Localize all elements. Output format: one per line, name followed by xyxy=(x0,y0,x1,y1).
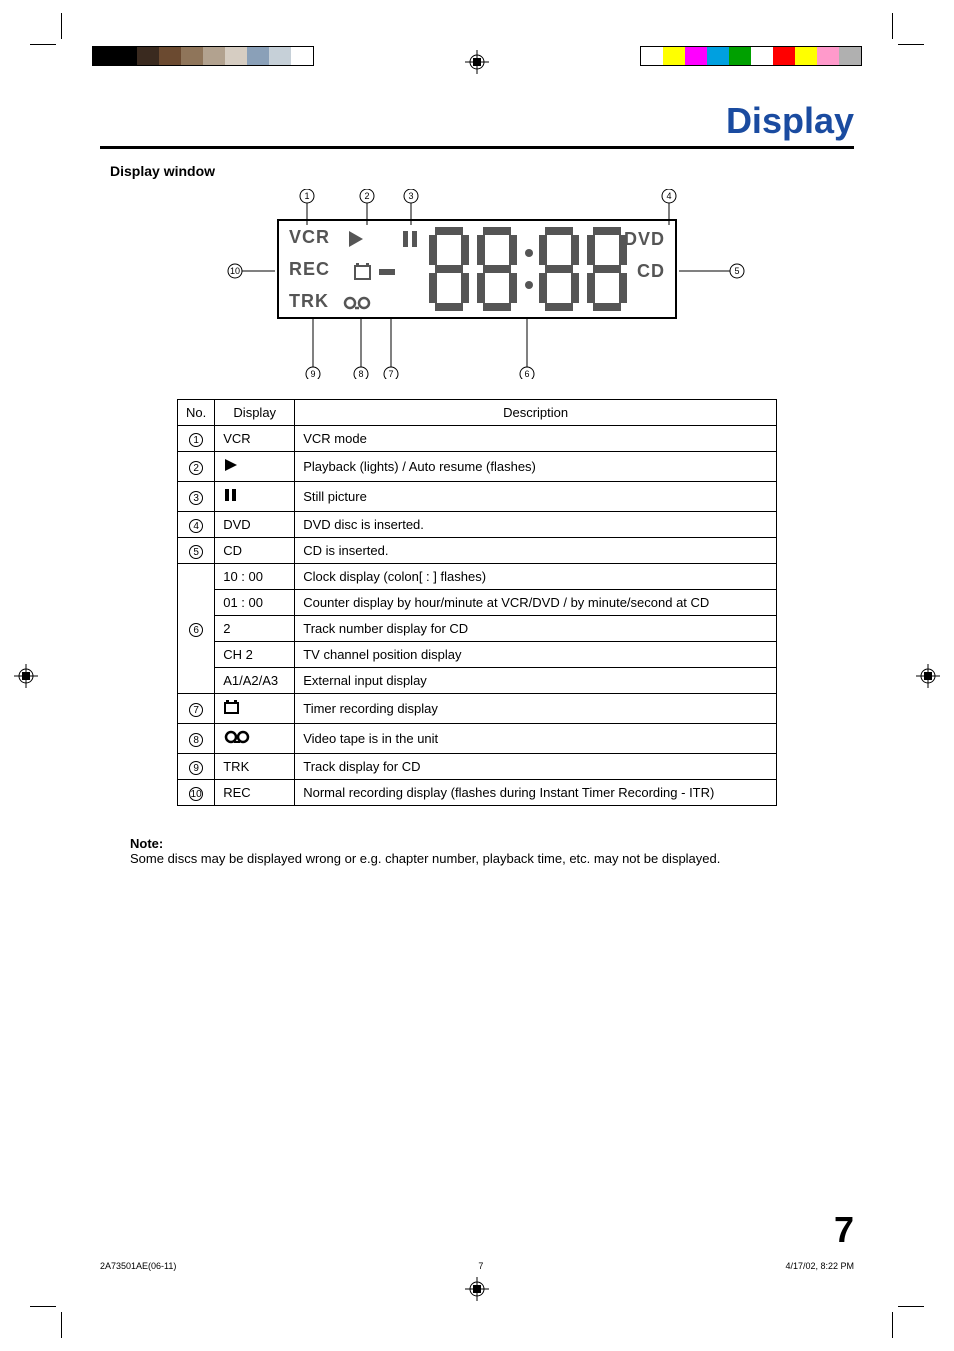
cell-display: 10 : 00 xyxy=(215,564,295,590)
table-row: 9TRKTrack display for CD xyxy=(178,754,777,780)
cell-no: 9 xyxy=(178,754,215,780)
cell-description: CD is inserted. xyxy=(295,538,777,564)
svg-text:7: 7 xyxy=(388,369,393,379)
description-table: No. Display Description 1VCRVCR mode2Pla… xyxy=(177,399,777,806)
footer: 2A73501AE(06-11) 7 4/17/02, 8:22 PM xyxy=(100,1261,854,1271)
table-row: 5CDCD is inserted. xyxy=(178,538,777,564)
cell-display: 01 : 00 xyxy=(215,590,295,616)
cell-display xyxy=(215,482,295,512)
svg-text:4: 4 xyxy=(666,191,671,201)
colorbar-left xyxy=(92,46,314,66)
cell-display: DVD xyxy=(215,512,295,538)
cell-no: 1 xyxy=(178,426,215,452)
svg-text:5: 5 xyxy=(734,266,739,276)
cell-no: 4 xyxy=(178,512,215,538)
svg-text:2: 2 xyxy=(364,191,369,201)
registration-mark-bottom xyxy=(465,1277,489,1301)
th-description: Description xyxy=(295,400,777,426)
table-row: 2Track number display for CD xyxy=(178,616,777,642)
registration-mark-right xyxy=(916,664,940,688)
callout-layer: 1 2 3 4 5 6 7 8 9 10 xyxy=(217,189,757,379)
page-number: 7 xyxy=(834,1209,854,1251)
cell-display: CH 2 xyxy=(215,642,295,668)
th-no: No. xyxy=(178,400,215,426)
cell-description: DVD disc is inserted. xyxy=(295,512,777,538)
cell-description: Clock display (colon[ : ] flashes) xyxy=(295,564,777,590)
display-diagram: VCR REC TRK DVD CD xyxy=(217,189,737,379)
svg-text:8: 8 xyxy=(358,369,363,379)
cell-no: 7 xyxy=(178,694,215,724)
note-text: Some discs may be displayed wrong or e.g… xyxy=(130,851,854,866)
table-row: A1/A2/A3External input display xyxy=(178,668,777,694)
svg-text:10: 10 xyxy=(230,266,240,276)
svg-text:6: 6 xyxy=(524,369,529,379)
cell-display xyxy=(215,452,295,482)
table-row: CH 2TV channel position display xyxy=(178,642,777,668)
note: Note: Some discs may be displayed wrong … xyxy=(130,836,854,866)
cell-no: 8 xyxy=(178,724,215,754)
table-row: 1VCRVCR mode xyxy=(178,426,777,452)
svg-text:1: 1 xyxy=(304,191,309,201)
table-row: 01 : 00Counter display by hour/minute at… xyxy=(178,590,777,616)
footer-right: 4/17/02, 8:22 PM xyxy=(785,1261,854,1271)
cell-description: Counter display by hour/minute at VCR/DV… xyxy=(295,590,777,616)
table-row: 8 Video tape is in the unit xyxy=(178,724,777,754)
cell-description: Video tape is in the unit xyxy=(295,724,777,754)
cell-description: Track display for CD xyxy=(295,754,777,780)
cell-display: VCR xyxy=(215,426,295,452)
page-title: Display xyxy=(100,100,854,149)
cell-display: A1/A2/A3 xyxy=(215,668,295,694)
svg-text:9: 9 xyxy=(310,369,315,379)
cell-description: Timer recording display xyxy=(295,694,777,724)
play-icon xyxy=(223,457,239,473)
cell-no: 3 xyxy=(178,482,215,512)
cell-display: CD xyxy=(215,538,295,564)
cell-description: VCR mode xyxy=(295,426,777,452)
note-label: Note: xyxy=(130,836,854,851)
cell-no: 5 xyxy=(178,538,215,564)
table-row: 7 Timer recording display xyxy=(178,694,777,724)
cell-no: 2 xyxy=(178,452,215,482)
cell-description: Normal recording display (flashes during… xyxy=(295,780,777,806)
cell-description: Still picture xyxy=(295,482,777,512)
cell-description: Track number display for CD xyxy=(295,616,777,642)
table-row: 10RECNormal recording display (flashes d… xyxy=(178,780,777,806)
table-row: 2 Playback (lights) / Auto resume (flashe… xyxy=(178,452,777,482)
tape-icon xyxy=(223,729,251,745)
svg-text:3: 3 xyxy=(408,191,413,201)
content: Display Display window VCR REC TRK DVD C… xyxy=(100,100,854,1231)
clock-icon xyxy=(223,699,241,715)
th-display: Display xyxy=(215,400,295,426)
table-row: 4DVDDVD disc is inserted. xyxy=(178,512,777,538)
cell-description: TV channel position display xyxy=(295,642,777,668)
table-row: 610 : 00Clock display (colon[ : ] flashe… xyxy=(178,564,777,590)
cell-display xyxy=(215,724,295,754)
cell-no: 6 xyxy=(178,564,215,694)
cell-display: 2 xyxy=(215,616,295,642)
cell-description: External input display xyxy=(295,668,777,694)
cell-display: TRK xyxy=(215,754,295,780)
registration-mark-top xyxy=(465,50,489,74)
registration-mark-left xyxy=(14,664,38,688)
pause-icon xyxy=(223,487,239,503)
footer-left: 2A73501AE(06-11) xyxy=(100,1261,176,1271)
section-label: Display window xyxy=(110,163,854,179)
cell-no: 10 xyxy=(178,780,215,806)
cell-display: REC xyxy=(215,780,295,806)
page: Display Display window VCR REC TRK DVD C… xyxy=(0,0,954,1351)
colorbar-right xyxy=(640,46,862,66)
table-row: 3 Still picture xyxy=(178,482,777,512)
footer-mid: 7 xyxy=(478,1261,483,1271)
cell-description: Playback (lights) / Auto resume (flashes… xyxy=(295,452,777,482)
cell-display xyxy=(215,694,295,724)
